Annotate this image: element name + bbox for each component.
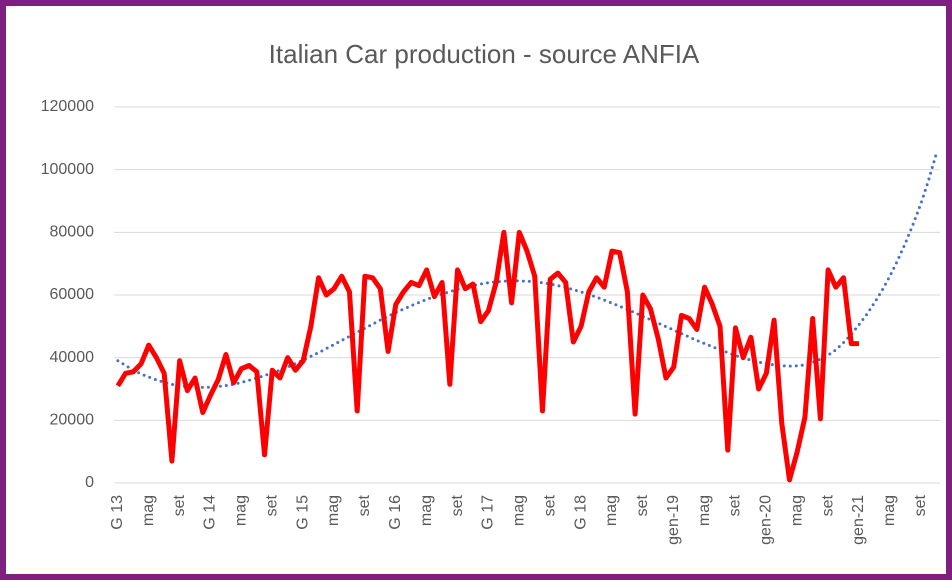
x-tick-label: set (356, 494, 373, 516)
x-tick-label: mag (788, 495, 805, 526)
x-tick-label: set (263, 494, 280, 516)
x-tick-label: mag (696, 495, 713, 526)
x-tick-label: mag (881, 495, 898, 526)
x-tick-label: set (541, 494, 558, 516)
y-tick-label: 0 (85, 474, 94, 491)
y-tick-label: 80000 (50, 224, 95, 241)
x-tick-label: gen-21 (850, 495, 867, 545)
y-tick-label: 100000 (41, 161, 94, 178)
y-tick-label: 120000 (41, 98, 94, 115)
x-tick-label: set (912, 494, 929, 516)
y-tick-label: 40000 (50, 349, 95, 366)
trend-line (116, 152, 938, 389)
x-tick-label: G 13 (109, 495, 126, 530)
data-line (115, 229, 859, 483)
x-tick-label: G 14 (202, 495, 219, 530)
chart-title: Italian Car production - source ANFIA (269, 39, 700, 69)
x-tick-label: mag (325, 495, 342, 526)
x-tick-label: G 15 (294, 495, 311, 530)
y-tick-label: 20000 (50, 412, 95, 429)
x-tick-label: mag (603, 495, 620, 526)
x-tick-label: mag (511, 495, 528, 526)
x-tick-label: mag (140, 495, 157, 526)
chart: Italian Car production - source ANFIA 0 2… (41, 39, 941, 545)
y-tick-label: 60000 (50, 286, 95, 303)
x-tick-label: set (634, 494, 651, 516)
x-tick-label: set (727, 494, 744, 516)
x-tick-label: set (449, 494, 466, 516)
x-tick-label: set (819, 494, 836, 516)
x-tick-label: gen-19 (665, 495, 682, 545)
x-tick-label: gen-20 (758, 495, 775, 545)
x-tick-label: mag (418, 495, 435, 526)
x-tick-label: G 18 (572, 495, 589, 530)
x-tick-label: G 16 (387, 495, 404, 530)
x-tick-label: mag (233, 495, 250, 526)
x-tick-label: G 17 (480, 495, 497, 530)
x-tick-label: set (171, 494, 188, 516)
